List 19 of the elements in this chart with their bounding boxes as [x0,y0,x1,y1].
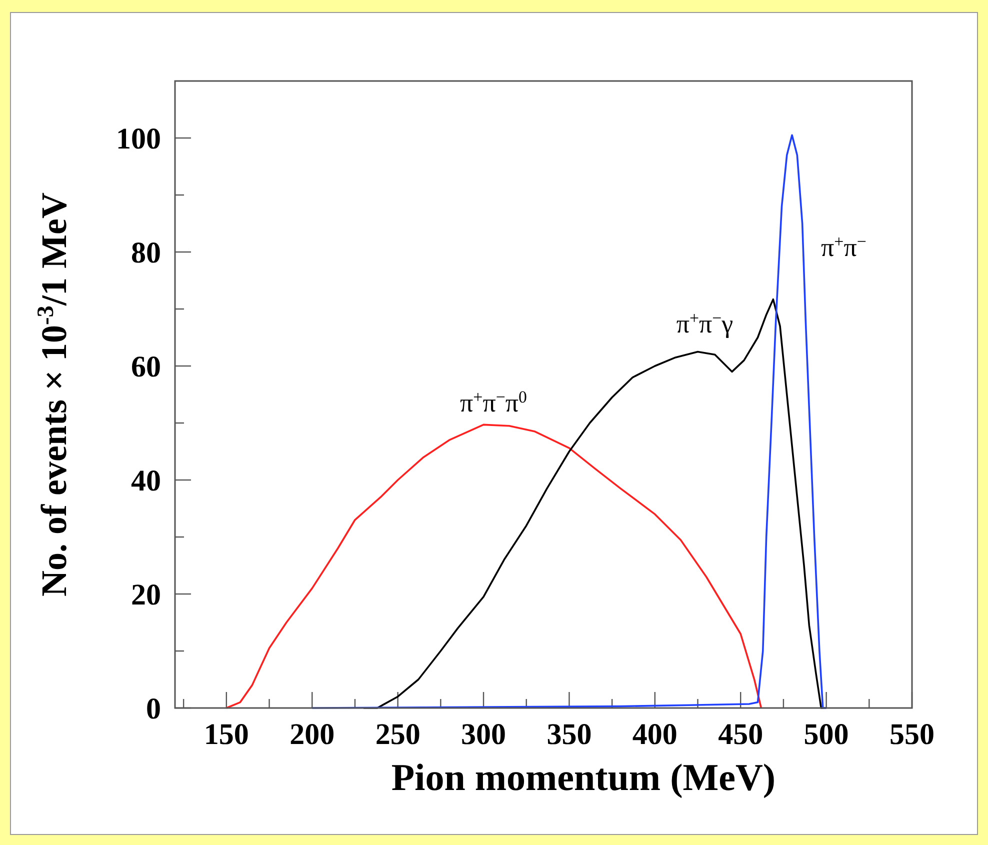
x-tick-label: 250 [375,718,420,751]
y-tick-label: 20 [131,578,161,612]
x-tick-label: 500 [804,718,849,751]
y-tick-label: 60 [131,350,161,384]
y-tick-label: 40 [131,464,161,498]
x-axis-title: Pion momentum (MeV) [391,757,776,799]
x-tick-label: 350 [546,718,592,751]
series-label: π$^{+}$π$^{−}$γ [676,308,734,338]
x-tick-label: 550 [890,718,934,751]
y-tick-label: 0 [146,692,161,726]
series-label: π$^{+}$π$^{−}$ [821,232,866,262]
x-tick-label: 300 [461,718,506,751]
y-tick-label: 80 [131,236,161,270]
series-label: π$^{+}$π$^{−}$π$^{0}$ [460,387,527,418]
x-tick-label: 400 [632,718,678,751]
x-tick-label: 200 [290,718,335,751]
y-tick-label: 100 [116,122,161,156]
x-tick-label: 450 [718,718,764,751]
x-tick-label: 150 [204,718,249,751]
